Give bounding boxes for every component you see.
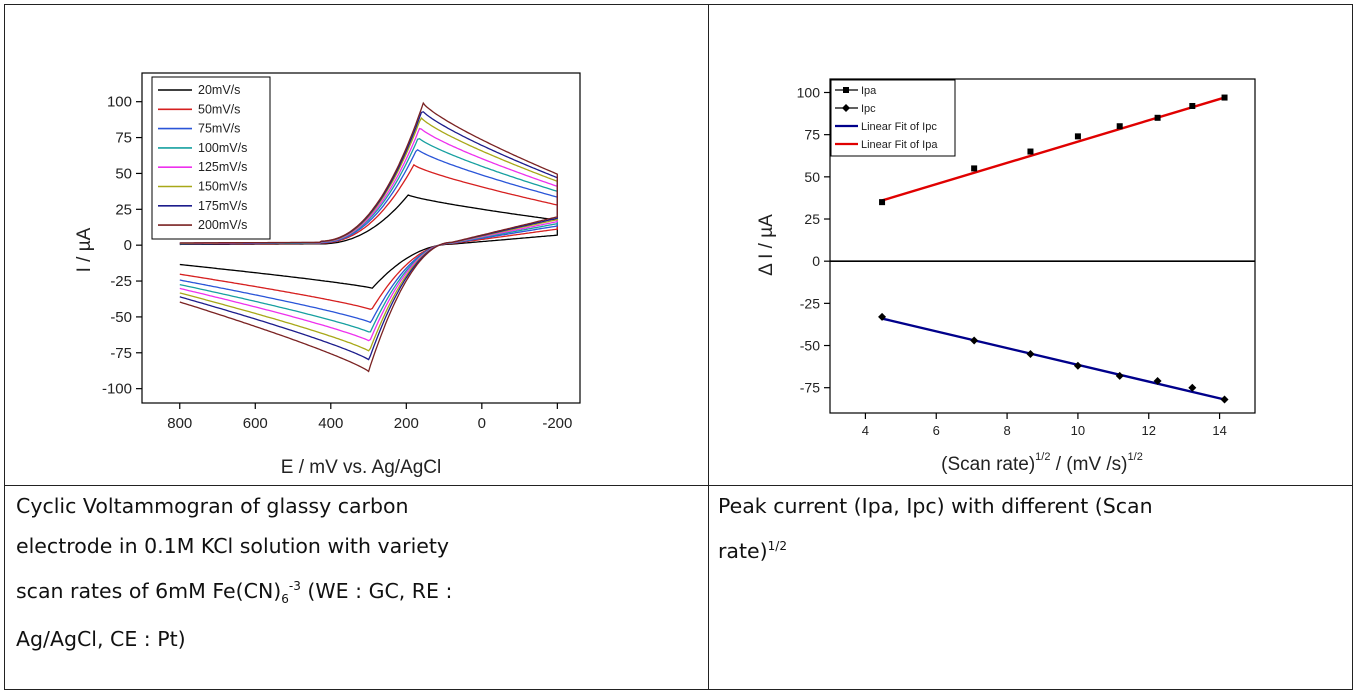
pk-point-ipc — [1073, 361, 1082, 370]
pk-ytick-label: -50 — [800, 338, 820, 354]
cv-xtick-label: 200 — [394, 415, 419, 432]
pk-plot-frame — [829, 78, 1256, 414]
cv-ytick-label: -75 — [110, 345, 132, 362]
pk-ytick-label: 75 — [804, 127, 820, 143]
pk-xtick-label: 4 — [862, 423, 869, 438]
cv-legend-label: 150mV/s — [198, 180, 247, 194]
pk-xtick-label: 6 — [933, 423, 940, 438]
pk-ytick-label: -25 — [800, 295, 820, 311]
cv-legend-label: 175mV/s — [198, 199, 247, 213]
pk-ytick-label: 25 — [804, 211, 820, 227]
pk-point-ipc — [1153, 376, 1162, 385]
pk-legend-label: Linear Fit of Ipc — [861, 121, 937, 133]
pk-fit-lines — [881, 96, 1225, 401]
pk-point-ipa — [1154, 114, 1161, 121]
cv-xtick-label: 800 — [167, 415, 192, 432]
pk-point-ipc — [970, 336, 979, 345]
pk-point-ipa — [879, 199, 886, 206]
pk-ytick-label: 100 — [797, 84, 821, 100]
caption-left-line2: electrode in 0.1M KCl solution with vari… — [16, 534, 450, 558]
pk-point-ipa — [1221, 94, 1228, 101]
cv-ticks: 800 600 400 200 0 -200 100 75 50 25 0 -25 -50 -75 -100 — [102, 94, 572, 432]
cv-legend-label: 20mV/s — [198, 83, 240, 97]
cv-ytick-label: 75 — [115, 130, 132, 147]
pk-legend-label: Linear Fit of Ipa — [861, 139, 938, 151]
cv-ytick-label: 50 — [115, 165, 132, 182]
caption-right-line2: rate)1/2 — [718, 538, 787, 563]
pk-legend-label: Ipc — [861, 103, 876, 115]
figure-table — [4, 4, 1353, 690]
cv-legend-label: 100mV/s — [198, 141, 247, 155]
pk-ytick-label: 0 — [812, 253, 820, 269]
pk-legend-label: Ipa — [861, 85, 877, 97]
cv-legend-label: 125mV/s — [198, 160, 247, 174]
cv-legend-label: 50mV/s — [198, 102, 240, 116]
cv-ytick-label: 100 — [107, 94, 132, 111]
cv-legend-label: 200mV/s — [198, 218, 247, 232]
caption-left: Cyclic Voltammogran of glassy carbon ele… — [16, 486, 696, 659]
pk-point-ipc — [1115, 371, 1124, 380]
cv-legend: 20mV/s 50mV/s 75mV/s 100mV/s 125mV/s 150mV/s 1… — [151, 76, 271, 240]
pk-point-ipa — [1116, 123, 1123, 130]
pk-point-ipc — [1188, 383, 1197, 392]
pk-point-ipc — [1220, 395, 1229, 404]
column-divider — [708, 5, 709, 689]
pk-fit-line-0 — [881, 317, 1225, 401]
cv-ytick-label: -100 — [102, 381, 132, 398]
cv-xtick-label: 600 — [243, 415, 268, 432]
cv-series-line-7 — [179, 101, 558, 373]
pk-xtick-label: 8 — [1003, 423, 1010, 438]
pk-legend: Ipa Ipc Linear Fit of Ipc Linear Fit of Ipa — [830, 79, 956, 157]
pk-point-ipc — [878, 312, 887, 321]
pk-ytick-label: 50 — [804, 169, 820, 185]
cv-xtick-label: 400 — [318, 415, 343, 432]
cv-curves — [179, 101, 558, 373]
row-divider — [5, 485, 1352, 486]
pk-ytick-label: -75 — [800, 380, 820, 396]
cv-ytick-label: -50 — [110, 309, 132, 326]
pk-point-ipa — [1074, 133, 1081, 140]
pk-xtick-label: 12 — [1142, 423, 1156, 438]
pk-ylabel: Δ I / µA — [756, 214, 777, 276]
cv-ytick-label: 0 — [124, 237, 132, 254]
cv-xtick-label: -200 — [542, 415, 572, 432]
caption-left-line3: scan rates of 6mM Fe(CN)6-3 (WE : GC, RE… — [16, 578, 453, 606]
pk-ticks: 4 6 8 10 12 14 100 75 50 25 0 -25 -50 -75 — [797, 84, 1255, 438]
pk-point-ipa — [971, 165, 978, 172]
pk-legend-marker — [843, 87, 849, 93]
caption-left-line1: Cyclic Voltammogran of glassy carbon — [16, 494, 409, 518]
pk-legend-marker — [842, 104, 850, 112]
cv-ytick-label: -25 — [110, 273, 132, 290]
cv-ylabel: I / µA — [74, 227, 95, 272]
caption-right: Peak current (Ipa, Ipc) with different (… — [718, 486, 1338, 571]
peak-current-chart: 4 6 8 10 12 14 100 75 50 25 0 -25 -50 -75 Ipa Ipc Linea… — [756, 78, 1256, 475]
caption-left-line4: Ag/AgCl, CE : Pt) — [16, 626, 186, 651]
cv-ytick-label: 25 — [115, 201, 132, 218]
cv-legend-label: 75mV/s — [198, 122, 240, 136]
cv-xtick-label: 0 — [478, 415, 486, 432]
cv-plot-frame — [141, 72, 581, 404]
caption-right-line1: Peak current (Ipa, Ipc) with different (… — [718, 494, 1153, 518]
pk-points — [878, 94, 1229, 404]
pk-xtick-label: 14 — [1212, 423, 1226, 438]
pk-xtick-label: 10 — [1071, 423, 1085, 438]
cv-xlabel: E / mV vs. Ag/AgCl — [281, 457, 442, 478]
pk-point-ipc — [1026, 349, 1035, 358]
cyclic-voltammogram-chart: 800 600 400 200 0 -200 100 75 50 25 0 -25 -50 -75 -100… — [74, 72, 581, 478]
pk-point-ipa — [1189, 102, 1196, 109]
pk-xlabel: (Scan rate)1/2 / (mV /s)1/2 — [941, 451, 1143, 475]
pk-fit-line-1 — [881, 96, 1225, 202]
cv-legend-box — [151, 76, 271, 240]
pk-point-ipa — [1027, 148, 1034, 155]
